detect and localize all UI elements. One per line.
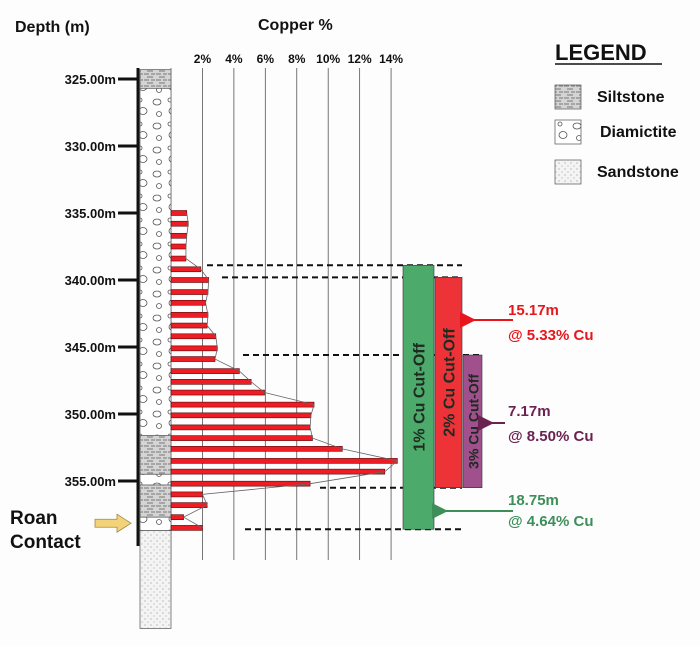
y-tick-label: 355.00m xyxy=(65,474,116,489)
copper-bar xyxy=(170,289,209,295)
copper-bar xyxy=(170,210,188,216)
copper-bar xyxy=(170,379,252,385)
lithology-diamictite xyxy=(139,473,172,486)
copper-bar xyxy=(170,322,208,329)
copper-bar xyxy=(170,266,202,273)
cutoff-label: 2% Cu Cut-Off xyxy=(442,328,459,437)
legend-swatch-sandstone xyxy=(554,159,582,185)
copper-bar xyxy=(170,491,203,498)
legend-label: Siltstone xyxy=(597,89,665,106)
copper-bar xyxy=(170,389,265,396)
copper-bar xyxy=(170,277,210,283)
x-tick-label: 12% xyxy=(348,52,372,66)
roan-contact-annotation: Roan Contact xyxy=(10,508,132,553)
copper-bar xyxy=(170,368,240,374)
lithology-diamictite xyxy=(139,87,172,436)
copper-bar xyxy=(170,525,203,531)
y-tick-label: 330.00m xyxy=(65,139,116,154)
copper-bar xyxy=(170,412,312,419)
chart-title: Copper % xyxy=(258,17,333,34)
y-tick-label: 340.00m xyxy=(65,273,116,288)
y-axis-title: Depth (m) xyxy=(15,19,90,36)
y-tick-label: 335.00m xyxy=(65,206,116,221)
lithology-siltstone xyxy=(139,435,172,475)
copper-bar xyxy=(170,243,187,250)
y-tick-label: 345.00m xyxy=(65,340,116,355)
cutoff-length-label: 18.75m xyxy=(508,492,559,509)
roan-label: Roan xyxy=(10,508,58,529)
lithology-diamictite xyxy=(139,516,172,531)
copper-envelope-line xyxy=(182,212,399,529)
cutoff-grade-label: @ 4.64% Cu xyxy=(508,513,594,530)
roan-contact-arrow-icon xyxy=(94,513,132,533)
contact-label: Contact xyxy=(10,532,81,553)
x-tick-label: 4% xyxy=(225,52,243,66)
copper-bar xyxy=(170,312,209,318)
copper-bar xyxy=(170,345,218,352)
cutoff-label: 3% Cu Cut-Off xyxy=(466,374,482,469)
copper-bar xyxy=(170,232,188,239)
x-tick-label: 6% xyxy=(257,52,275,66)
x-tick-label: 10% xyxy=(316,52,340,66)
copper-bar xyxy=(170,255,187,262)
copper-bar xyxy=(170,299,206,306)
copper-bar xyxy=(170,468,386,475)
x-tick-label: 14% xyxy=(379,52,403,66)
x-tick-label: 8% xyxy=(288,52,306,66)
cutoff-grade-label: @ 8.50% Cu xyxy=(508,428,594,445)
legend-title: LEGEND xyxy=(555,40,647,65)
copper-bar xyxy=(170,446,343,452)
lithology-siltstone xyxy=(139,69,172,89)
cutoff-box-2pct xyxy=(434,277,463,489)
lithology-siltstone xyxy=(139,484,172,518)
copper-bar xyxy=(170,458,398,464)
legend-label: Sandstone xyxy=(597,164,679,181)
cutoff-length-label: 15.17m xyxy=(508,302,559,319)
x-tick-label: 2% xyxy=(194,52,212,66)
copper-bar xyxy=(170,435,313,441)
copper-bar xyxy=(170,424,311,431)
copper-bar xyxy=(170,333,217,340)
legend-swatch-diamictite xyxy=(554,119,582,145)
lithology-sandstone xyxy=(139,530,172,629)
cutoff-grade-label: @ 5.33% Cu xyxy=(508,327,594,344)
y-tick-label: 350.00m xyxy=(65,407,116,422)
legend-label: Diamictite xyxy=(600,124,677,141)
copper-bar xyxy=(170,401,315,408)
y-tick-label: 325.00m xyxy=(65,72,116,87)
cutoff-label: 1% Cu Cut-Off xyxy=(412,342,429,451)
legend-swatch-siltstone xyxy=(554,84,582,110)
copper-bar xyxy=(170,514,184,520)
cutoff-box-1pct xyxy=(402,264,435,530)
cutoff-length-label: 7.17m xyxy=(508,403,551,420)
copper-bar xyxy=(170,502,208,508)
copper-bar xyxy=(170,220,189,227)
copper-bar xyxy=(170,356,216,362)
